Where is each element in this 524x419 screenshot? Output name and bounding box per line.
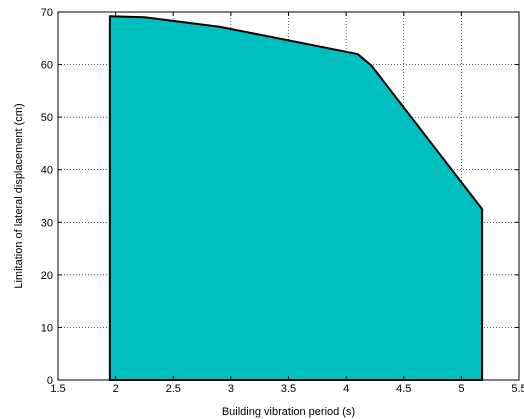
y-tick-label-3: 30	[41, 217, 53, 229]
y-tick-label-6: 60	[41, 60, 53, 72]
y-tick-label-7: 70	[41, 7, 53, 19]
y-tick-label-0: 0	[47, 375, 53, 387]
x-tick-label-7: 5	[458, 383, 464, 395]
y-axis-label: Limitation of lateral displacement (cm)	[13, 103, 25, 288]
x-tick-label-4: 3.5	[281, 383, 296, 395]
x-axis-label: Building vibration period (s)	[222, 406, 355, 418]
area-series	[108, 15, 484, 381]
x-tick-label-1: 2	[113, 383, 119, 395]
y-tick-labels: 0 10 20 30 40 50 60 70	[41, 7, 53, 387]
x-tick-label-8: 5.5	[511, 383, 524, 395]
x-tick-label-6: 4.5	[396, 383, 411, 395]
x-tick-label-5: 4	[343, 383, 349, 395]
x-tick-label-0: 1.5	[50, 383, 65, 395]
y-tick-label-2: 20	[41, 270, 53, 282]
tick-marks	[57, 11, 520, 381]
y-tick-label-4: 40	[41, 165, 53, 177]
y-tick-label-1: 10	[41, 322, 53, 334]
x-tick-labels: 1.5 2 2.5 3 3.5 4 4.5 5 5.5	[50, 383, 524, 395]
area-fill-0	[109, 16, 483, 381]
x-tick-label-2: 2.5	[166, 383, 181, 395]
x-tick-label-3: 3	[228, 383, 234, 395]
y-tick-label-5: 50	[41, 112, 53, 124]
